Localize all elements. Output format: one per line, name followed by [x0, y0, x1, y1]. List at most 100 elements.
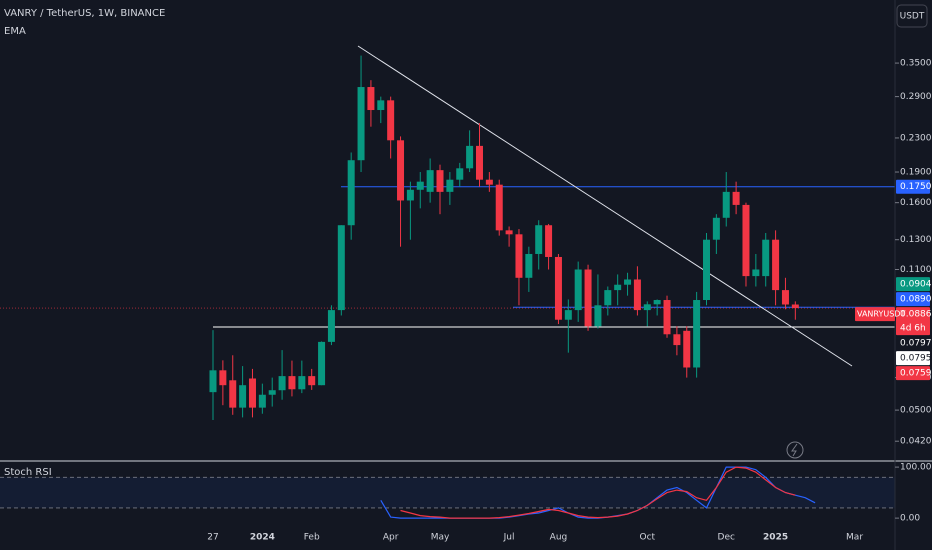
y-tick-label: 0.1900 — [900, 168, 932, 178]
candle-body — [239, 385, 247, 408]
price-label-bg — [896, 336, 930, 351]
y-tick-label: 0.0420 — [900, 437, 932, 447]
candle-body — [485, 179, 493, 185]
candle-body — [387, 100, 395, 141]
x-tick-label: May — [431, 533, 450, 543]
candle-body — [683, 330, 691, 368]
stoch-band — [0, 477, 895, 508]
candle-body — [643, 304, 651, 311]
x-tick-label: Apr — [383, 533, 399, 543]
candle-body — [732, 191, 740, 205]
price-label: 0.0886 — [900, 310, 932, 320]
candle-body — [229, 380, 237, 408]
candle-body — [525, 253, 533, 278]
chart-title: VANRY / TetherUS, 1W, BINANCE — [4, 8, 165, 19]
candle-body — [318, 341, 326, 386]
candle-body — [762, 239, 770, 277]
candle-body — [446, 179, 454, 192]
candle-body — [248, 378, 256, 408]
candle-body — [347, 160, 355, 226]
candle-body — [337, 225, 345, 311]
candle-body — [298, 376, 306, 390]
x-tick-label: 2024 — [250, 533, 275, 543]
candle-body — [456, 168, 464, 180]
price-label: 0.0759 — [900, 369, 932, 379]
candle-body — [703, 239, 710, 301]
candle-body — [722, 191, 730, 218]
price-label-bg — [896, 366, 930, 381]
candle-body — [791, 304, 799, 309]
price-label: 0.0890 — [900, 295, 932, 305]
candle-body — [258, 394, 266, 408]
candle-body — [663, 300, 671, 335]
price-label: 0.0797 — [900, 339, 932, 349]
x-tick-label: Aug — [550, 533, 568, 543]
candle-body — [357, 87, 365, 161]
candle-body — [466, 145, 474, 169]
replay-icon[interactable] — [786, 441, 804, 459]
candle-body — [781, 290, 789, 305]
candle-body — [564, 310, 572, 320]
candle-body — [712, 217, 720, 240]
x-tick-label: Dec — [718, 533, 735, 543]
candle-body — [633, 279, 641, 311]
y-tick-label: 0.0500 — [900, 406, 932, 416]
price-label-bg — [896, 351, 930, 366]
candle-body — [742, 204, 750, 277]
candle-body — [515, 234, 523, 278]
candle-body — [209, 370, 217, 393]
price-label: 0.1750 — [900, 182, 932, 192]
symbol-tag: VANRYUSDT — [857, 310, 905, 319]
stoch-line — [400, 466, 796, 519]
price-label-bg — [896, 307, 930, 336]
candle-body — [752, 269, 760, 277]
currency-button[interactable] — [896, 4, 928, 28]
candle-body — [219, 370, 227, 386]
y-tick-label: 0.3500 — [900, 59, 932, 69]
candle-body — [604, 290, 612, 306]
y-tick-label: 0.2300 — [900, 133, 932, 143]
symbol-tag-bg — [855, 307, 895, 322]
stoch-title: Stoch RSI — [4, 467, 52, 478]
candle-body — [614, 284, 622, 291]
candle-body — [288, 376, 296, 390]
candle-body — [693, 300, 701, 368]
candle-body — [495, 184, 503, 231]
price-label-bg — [896, 179, 930, 194]
price-countdown: 4d 6h — [900, 324, 926, 334]
trend-line — [357, 45, 853, 367]
indicator-label: EMA — [4, 26, 26, 37]
price-label: 0.0904 — [900, 280, 932, 290]
candle-body — [594, 305, 602, 327]
candle-body — [308, 376, 316, 386]
candle-body — [772, 239, 780, 291]
candle-body — [416, 181, 424, 190]
y-tick-label: 0.1300 — [900, 235, 932, 245]
stoch-y-tick-label: 100.00 — [900, 463, 932, 473]
x-tick-label: 2025 — [763, 533, 788, 543]
candle-body — [535, 225, 543, 254]
candle-body — [377, 100, 385, 111]
candle-body — [554, 256, 562, 320]
candle-body — [367, 87, 375, 111]
y-tick-label: 0.1100 — [900, 265, 932, 275]
currency-button-label[interactable]: USDT — [900, 12, 925, 22]
price-label-bg — [896, 292, 930, 307]
candle-body — [397, 140, 405, 201]
candle-body — [545, 225, 553, 257]
replay-icon-bolt — [791, 443, 798, 457]
x-tick-label: Jul — [503, 533, 515, 543]
candle-body — [436, 170, 444, 192]
candle-body — [406, 189, 414, 201]
candle-body — [426, 170, 434, 192]
candle-body — [653, 300, 661, 305]
candle-body — [673, 334, 681, 346]
candle-body — [268, 390, 276, 395]
candle-body — [278, 376, 286, 391]
candle-body — [505, 230, 513, 235]
y-tick-label: 0.2900 — [900, 92, 932, 102]
x-tick-label: Oct — [639, 533, 655, 543]
